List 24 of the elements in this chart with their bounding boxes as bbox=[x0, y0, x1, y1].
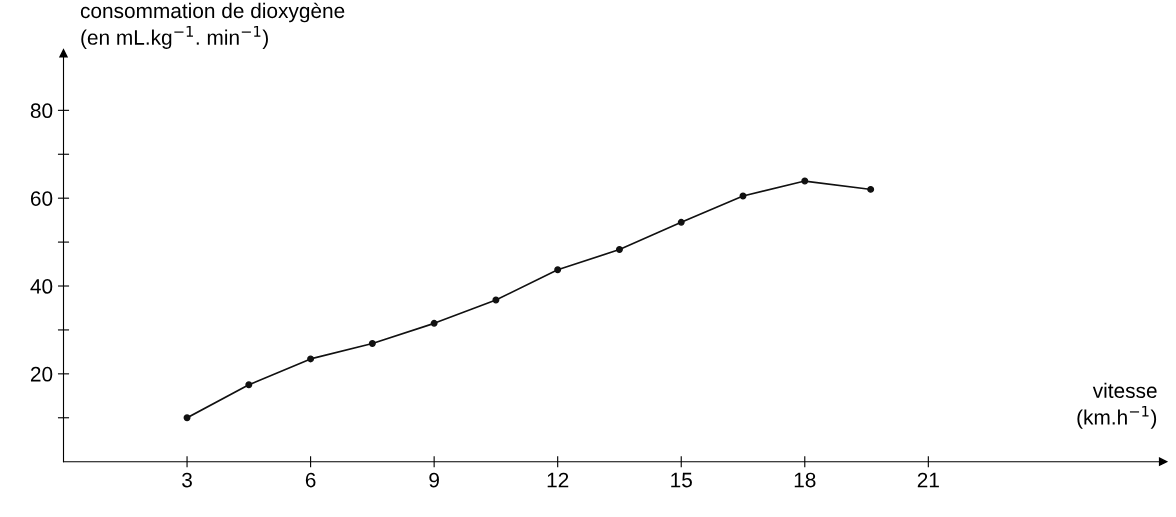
y-axis-title: consommation de dioxygène (en mL.kg$^{−1}$. min$^{−1}$) bbox=[80, 2, 345, 49]
point bbox=[492, 296, 500, 304]
y-tick-label: 40 bbox=[30, 279, 53, 294]
x-axis-title: vitesse (km.h$^{−1}$) bbox=[1077, 382, 1157, 429]
point bbox=[801, 177, 809, 185]
x-tick-label: 18 bbox=[794, 472, 816, 488]
y-tick-label: 60 bbox=[30, 191, 53, 206]
point bbox=[554, 266, 562, 274]
point bbox=[307, 355, 315, 363]
x-tick-label: 6 bbox=[305, 472, 316, 488]
point bbox=[245, 381, 253, 389]
point bbox=[677, 218, 685, 226]
point bbox=[183, 414, 191, 422]
x-tick-label: 12 bbox=[547, 472, 569, 488]
y-tick-label: 80 bbox=[30, 103, 53, 119]
x-tick-label: 9 bbox=[429, 472, 439, 488]
point bbox=[867, 185, 875, 193]
point bbox=[430, 319, 438, 327]
point bbox=[368, 340, 376, 348]
point bbox=[615, 246, 623, 254]
y-tick-label: 20 bbox=[30, 366, 53, 382]
x-tick-label: 3 bbox=[182, 472, 192, 488]
x-tick-label: 21 bbox=[917, 472, 939, 488]
x-tick-label: 15 bbox=[671, 472, 692, 488]
